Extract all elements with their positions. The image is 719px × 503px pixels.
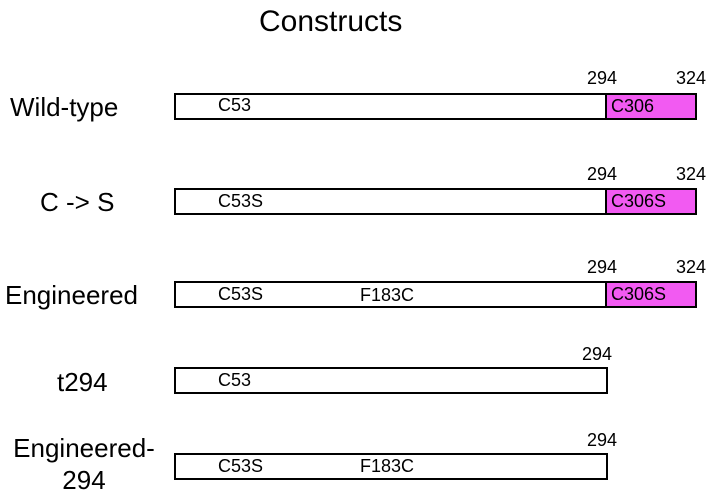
construct-bar-engineered-294 — [174, 453, 608, 480]
mutation-label: C53 — [218, 370, 252, 390]
construct-label-engineered-294: Engineered- 294 — [4, 432, 164, 496]
page-title: Constructs — [259, 5, 403, 38]
mutation-label: C53S — [218, 456, 264, 476]
construct-label-line: 294 — [62, 465, 106, 495]
construct-bar-engineered — [174, 281, 608, 308]
construct-label-wild-type: Wild-type — [10, 92, 119, 122]
c-terminal-domain: C306S — [605, 188, 697, 215]
mutation-label: C53 — [218, 95, 252, 115]
construct-bar-c-to-s — [174, 188, 608, 215]
mutation-label: C53S — [218, 191, 264, 211]
position-324: 324 — [676, 257, 707, 277]
position-294: 294 — [587, 164, 618, 184]
position-324: 324 — [676, 68, 707, 88]
construct-bar-wild-type — [174, 93, 608, 120]
construct-bar-t294 — [174, 367, 608, 394]
mutation-label: F183C — [360, 456, 415, 476]
position-324: 324 — [676, 164, 707, 184]
position-294: 294 — [587, 430, 618, 450]
position-294: 294 — [587, 257, 618, 277]
construct-label-line: Engineered- — [13, 433, 155, 463]
position-294: 294 — [582, 344, 613, 364]
position-294: 294 — [587, 68, 618, 88]
construct-label-c-to-s: C -> S — [40, 187, 115, 217]
construct-label-engineered: Engineered — [5, 280, 138, 310]
c-terminal-domain: C306S — [605, 281, 697, 308]
mutation-label: C53S — [218, 284, 264, 304]
mutation-label: F183C — [360, 285, 415, 305]
c-terminal-domain: C306 — [605, 93, 697, 120]
construct-label-t294: t294 — [57, 367, 108, 397]
